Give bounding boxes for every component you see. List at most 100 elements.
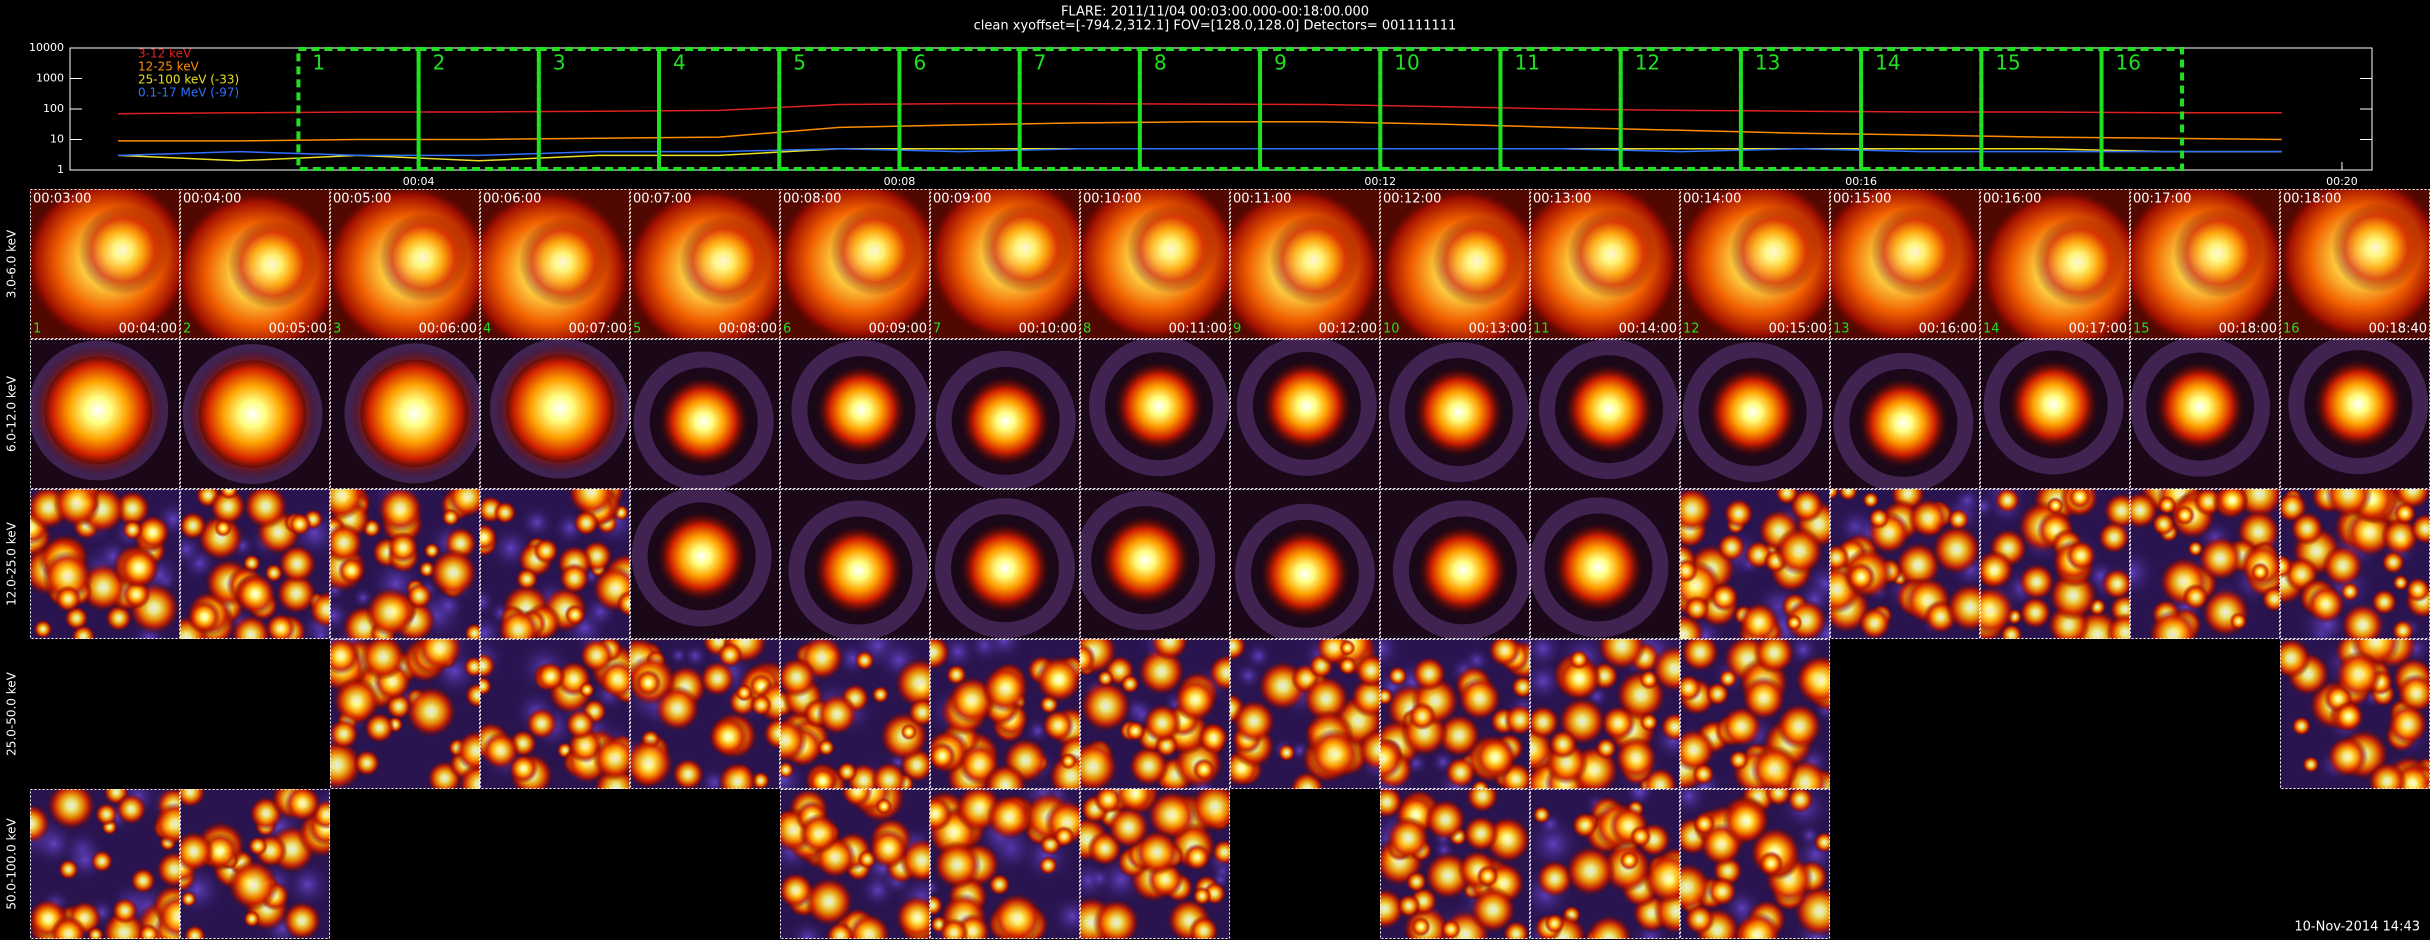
interval-label: 16 (2116, 51, 2141, 75)
noise-blob (138, 923, 160, 939)
noise-blob (1232, 699, 1276, 743)
row-label: 50.0-100.0 keV (5, 818, 19, 910)
panel-end-time: 00:15:00 (1769, 322, 1827, 337)
legend-entry: 25-100 keV (-33) (138, 73, 239, 87)
panel-border (930, 639, 1080, 789)
noise-blob (986, 794, 1032, 840)
noise-blob (2393, 501, 2417, 525)
noise-blob (2101, 568, 2130, 600)
source-blob (1563, 364, 1654, 455)
panel-border (1530, 189, 1680, 339)
noise-blob (153, 802, 180, 846)
noise-blob (1945, 582, 1980, 633)
noise-blob (330, 718, 359, 750)
noise-blob (284, 789, 322, 822)
panel-end-time: 00:11:00 (1169, 322, 1227, 337)
panel-end-time: 00:14:00 (1619, 322, 1677, 337)
interval-box (2099, 47, 2185, 171)
noise-blob (1774, 526, 1824, 576)
noise-blob (939, 917, 969, 939)
sidelobe-ring (935, 350, 1076, 489)
image-panel (1680, 789, 1830, 939)
noise-blob (1190, 789, 1230, 833)
noise-blob (1444, 756, 1477, 789)
image-panel (1080, 489, 1230, 639)
panel-border (630, 189, 780, 339)
noise-blob (423, 542, 441, 559)
source-blob (679, 215, 770, 306)
noise-blob (515, 567, 539, 591)
row-label: 25.0-50.0 keV (5, 671, 19, 755)
noise-blob (1436, 713, 1482, 758)
panel-start-time: 00:05:00 (333, 192, 391, 207)
sidelobe-ring (2130, 339, 2271, 477)
noise-blob (1457, 676, 1502, 721)
noise-blob (2151, 512, 2176, 537)
noise-blob (1862, 491, 1880, 509)
noise-blob (1188, 915, 1219, 939)
image-panel (2280, 489, 2430, 639)
noise-blob (1680, 674, 1703, 702)
noise-blob (1150, 639, 1189, 661)
panel-end-time: 00:16:00 (1919, 322, 1977, 337)
noise-blob (1692, 762, 1715, 786)
panel-start-time: 00:15:00 (1833, 192, 1891, 207)
noise-blob (762, 717, 780, 750)
noise-blob (1387, 665, 1408, 686)
noise-blob (428, 548, 478, 598)
image-panel (30, 339, 180, 489)
noise-blob (30, 803, 51, 844)
image-panel (1680, 639, 1830, 789)
title: FLARE: 2011/11/04 00:03:00.000-00:18:00.… (1061, 5, 1369, 20)
noise-blob (564, 604, 586, 626)
noise-blob (1585, 914, 1633, 939)
noise-blob (2306, 585, 2346, 624)
noise-blob (1192, 758, 1216, 782)
image-panel (630, 189, 780, 339)
noise-blob (2130, 546, 2158, 599)
panel-border (1080, 339, 1230, 489)
noise-blob (337, 556, 366, 585)
noise-blob (2068, 489, 2092, 509)
noise-blob (1053, 825, 1075, 848)
series-line (118, 147, 2282, 157)
panel-start-time: 00:09:00 (933, 192, 991, 207)
noise-blob (1684, 904, 1715, 935)
noise-blob (1535, 859, 1574, 898)
panel-index: 8 (1083, 322, 1091, 337)
panel-border (2280, 189, 2430, 339)
interval-box (897, 47, 1022, 171)
noise-blob (816, 693, 858, 736)
panel-index: 6 (783, 322, 791, 337)
noise-blob (1114, 789, 1155, 814)
panel-border (1230, 189, 1380, 339)
noise-blob (111, 897, 139, 924)
noise-blob (930, 894, 944, 917)
source-blob (1413, 366, 1504, 457)
noise-blob (180, 831, 214, 872)
panel-start-time: 00:13:00 (1533, 192, 1591, 207)
panel-end-time: 00:06:00 (419, 322, 477, 337)
noise-blob (1614, 736, 1658, 780)
noise-blob (1556, 656, 1602, 702)
noise-blob (847, 913, 891, 939)
panel-border (180, 789, 330, 939)
noise-blob (406, 582, 433, 610)
source-blob (1126, 203, 1217, 294)
noise-blob (1380, 639, 1404, 672)
noise-blob (1629, 825, 1652, 848)
image-panel (1830, 339, 1980, 489)
noise-blob (2405, 577, 2430, 603)
source-blob (2331, 202, 2422, 293)
image-panel (630, 339, 780, 489)
noise-blob (1692, 812, 1716, 836)
y-tick-label: 10 (50, 133, 64, 146)
noise-blob (2157, 495, 2177, 515)
noise-blob (1302, 675, 1350, 723)
interval-label: 2 (433, 51, 446, 75)
source-blob (1261, 360, 1352, 451)
source-blob (1417, 525, 1508, 616)
noise-blob (71, 624, 96, 639)
